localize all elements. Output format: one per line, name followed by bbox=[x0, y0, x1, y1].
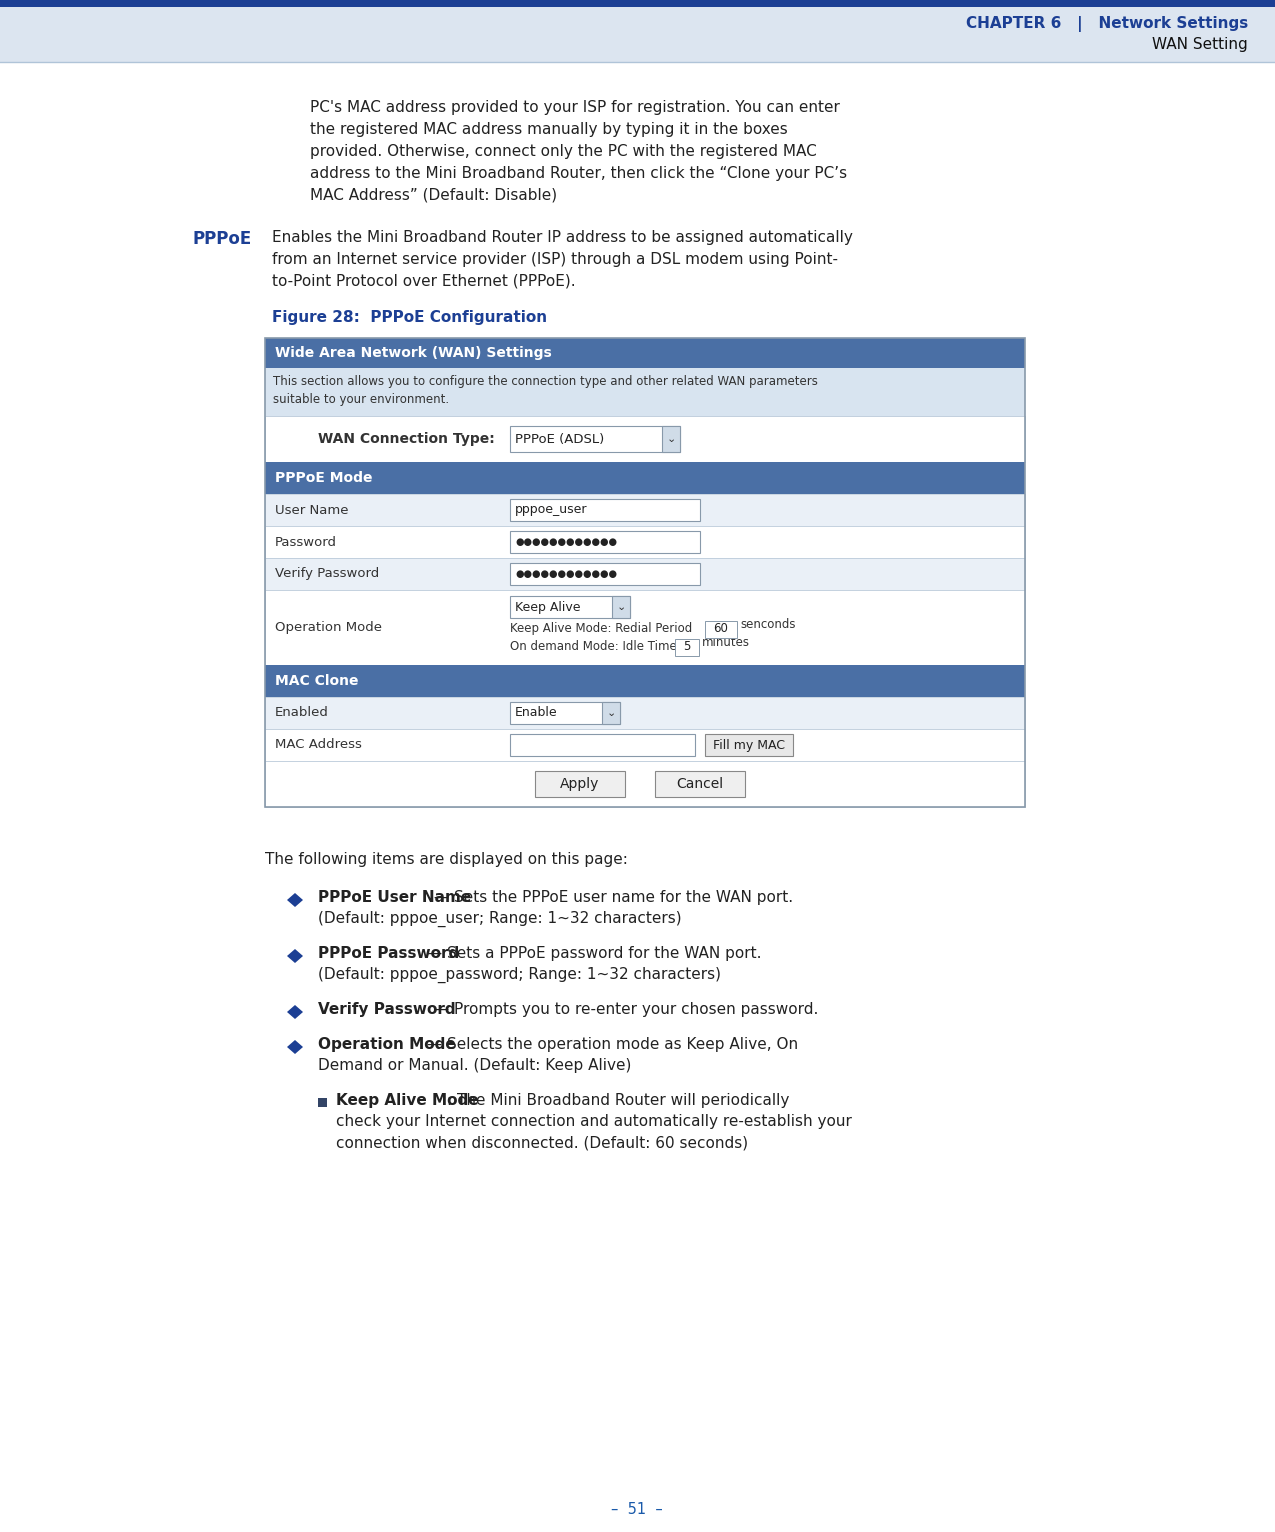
Bar bbox=[510, 532, 700, 553]
Text: ⌄: ⌄ bbox=[607, 708, 616, 719]
Text: MAC Clone: MAC Clone bbox=[275, 674, 358, 688]
Polygon shape bbox=[287, 1040, 303, 1054]
Bar bbox=[705, 734, 793, 755]
Text: (Default: pppoe_password; Range: 1~32 characters): (Default: pppoe_password; Range: 1~32 ch… bbox=[317, 967, 720, 984]
Text: from an Internet service provider (ISP) through a DSL modem using Point-: from an Internet service provider (ISP) … bbox=[272, 251, 838, 267]
Bar bbox=[265, 729, 1025, 761]
Bar bbox=[602, 702, 620, 725]
Text: Cancel: Cancel bbox=[677, 777, 724, 791]
Text: senconds: senconds bbox=[740, 619, 796, 631]
Text: WAN Setting: WAN Setting bbox=[1153, 37, 1248, 52]
Text: This section allows you to configure the connection type and other related WAN p: This section allows you to configure the… bbox=[273, 375, 817, 388]
Text: connection when disconnected. (Default: 60 seconds): connection when disconnected. (Default: … bbox=[337, 1135, 748, 1151]
Bar bbox=[265, 368, 1025, 417]
Text: 5: 5 bbox=[683, 640, 691, 654]
Text: On demand Mode: Idle Time: On demand Mode: Idle Time bbox=[510, 640, 677, 653]
Bar bbox=[265, 590, 1025, 665]
Bar bbox=[265, 339, 1025, 368]
Text: suitable to your environment.: suitable to your environment. bbox=[273, 394, 449, 406]
Text: check your Internet connection and automatically re-establish your: check your Internet connection and autom… bbox=[337, 1114, 852, 1129]
Text: PC's MAC address provided to your ISP for registration. You can enter: PC's MAC address provided to your ISP fo… bbox=[310, 100, 840, 115]
Text: (Default: pppoe_user; Range: 1~32 characters): (Default: pppoe_user; Range: 1~32 charac… bbox=[317, 912, 682, 927]
Text: Operation Mode: Operation Mode bbox=[317, 1037, 455, 1052]
Bar bbox=[510, 562, 700, 585]
Text: provided. Otherwise, connect only the PC with the registered MAC: provided. Otherwise, connect only the PC… bbox=[310, 144, 817, 159]
Text: Enable: Enable bbox=[515, 706, 557, 720]
Text: PPPoE: PPPoE bbox=[193, 230, 252, 248]
Text: Enabled: Enabled bbox=[275, 706, 329, 720]
Text: Keep Alive Mode: Keep Alive Mode bbox=[337, 1092, 478, 1108]
Bar bbox=[510, 426, 680, 452]
Bar bbox=[265, 761, 1025, 807]
Text: to-Point Protocol over Ethernet (PPPoE).: to-Point Protocol over Ethernet (PPPoE). bbox=[272, 274, 575, 290]
Bar bbox=[0, 0, 1275, 61]
Text: The following items are displayed on this page:: The following items are displayed on thi… bbox=[265, 852, 627, 867]
Text: — Selects the operation mode as Keep Alive, On: — Selects the operation mode as Keep Ali… bbox=[422, 1037, 798, 1052]
Bar bbox=[265, 558, 1025, 590]
Text: Verify Password: Verify Password bbox=[317, 1002, 455, 1017]
Text: the registered MAC address manually by typing it in the boxes: the registered MAC address manually by t… bbox=[310, 123, 788, 136]
Text: PPPoE Password: PPPoE Password bbox=[317, 945, 459, 961]
Text: ●●●●●●●●●●●●: ●●●●●●●●●●●● bbox=[515, 568, 617, 579]
Text: — Sets the PPPoE user name for the WAN port.: — Sets the PPPoE user name for the WAN p… bbox=[428, 890, 793, 905]
Text: Fill my MAC: Fill my MAC bbox=[713, 738, 785, 752]
Text: ⌄: ⌄ bbox=[616, 602, 626, 611]
Bar bbox=[265, 665, 1025, 697]
Text: Enables the Mini Broadband Router IP address to be assigned automatically: Enables the Mini Broadband Router IP add… bbox=[272, 230, 853, 245]
Text: pppoe_user: pppoe_user bbox=[515, 504, 588, 516]
Text: PPPoE Mode: PPPoE Mode bbox=[275, 470, 372, 486]
Bar bbox=[510, 499, 700, 521]
Text: MAC Address: MAC Address bbox=[275, 738, 362, 752]
Text: : The Mini Broadband Router will periodically: : The Mini Broadband Router will periodi… bbox=[448, 1092, 789, 1108]
Text: address to the Mini Broadband Router, then click the “Clone your PC’s: address to the Mini Broadband Router, th… bbox=[310, 165, 847, 181]
Text: Verify Password: Verify Password bbox=[275, 567, 379, 581]
Text: Operation Mode: Operation Mode bbox=[275, 620, 382, 634]
Bar bbox=[317, 1098, 326, 1108]
Bar bbox=[265, 493, 1025, 525]
Bar bbox=[510, 596, 630, 617]
Bar bbox=[510, 702, 620, 725]
Text: Keep Alive: Keep Alive bbox=[515, 601, 580, 613]
Bar bbox=[510, 734, 695, 755]
Bar bbox=[265, 463, 1025, 493]
Bar bbox=[674, 639, 699, 656]
Text: — Sets a PPPoE password for the WAN port.: — Sets a PPPoE password for the WAN port… bbox=[422, 945, 761, 961]
Text: 60: 60 bbox=[714, 622, 728, 636]
Text: Password: Password bbox=[275, 536, 337, 548]
Text: –  51  –: – 51 – bbox=[611, 1503, 663, 1518]
Text: Apply: Apply bbox=[560, 777, 599, 791]
Text: User Name: User Name bbox=[275, 504, 348, 516]
Bar bbox=[612, 596, 630, 617]
Bar bbox=[705, 620, 737, 637]
Bar bbox=[536, 771, 625, 797]
Text: Keep Alive Mode: Redial Period: Keep Alive Mode: Redial Period bbox=[510, 622, 692, 634]
Bar bbox=[0, 0, 1275, 8]
Text: Wide Area Network (WAN) Settings: Wide Area Network (WAN) Settings bbox=[275, 346, 552, 360]
Text: WAN Connection Type:: WAN Connection Type: bbox=[319, 432, 495, 446]
Polygon shape bbox=[287, 1005, 303, 1019]
Bar bbox=[265, 697, 1025, 729]
Text: ●●●●●●●●●●●●: ●●●●●●●●●●●● bbox=[515, 538, 617, 547]
Text: PPPoE (ADSL): PPPoE (ADSL) bbox=[515, 432, 604, 446]
Bar bbox=[265, 417, 1025, 463]
Text: PPPoE User Name: PPPoE User Name bbox=[317, 890, 472, 905]
Polygon shape bbox=[287, 893, 303, 907]
Bar bbox=[655, 771, 745, 797]
Polygon shape bbox=[287, 948, 303, 964]
Text: CHAPTER 6   |   Network Settings: CHAPTER 6 | Network Settings bbox=[965, 15, 1248, 32]
Bar bbox=[265, 339, 1025, 807]
Text: Figure 28:  PPPoE Configuration: Figure 28: PPPoE Configuration bbox=[272, 309, 547, 325]
Text: MAC Address” (Default: Disable): MAC Address” (Default: Disable) bbox=[310, 188, 557, 204]
Text: Demand or Manual. (Default: Keep Alive): Demand or Manual. (Default: Keep Alive) bbox=[317, 1059, 631, 1072]
Text: — Prompts you to re-enter your chosen password.: — Prompts you to re-enter your chosen pa… bbox=[428, 1002, 819, 1017]
Text: ⌄: ⌄ bbox=[667, 434, 676, 444]
Text: minutes: minutes bbox=[703, 636, 750, 650]
Bar bbox=[662, 426, 680, 452]
Bar bbox=[265, 525, 1025, 558]
